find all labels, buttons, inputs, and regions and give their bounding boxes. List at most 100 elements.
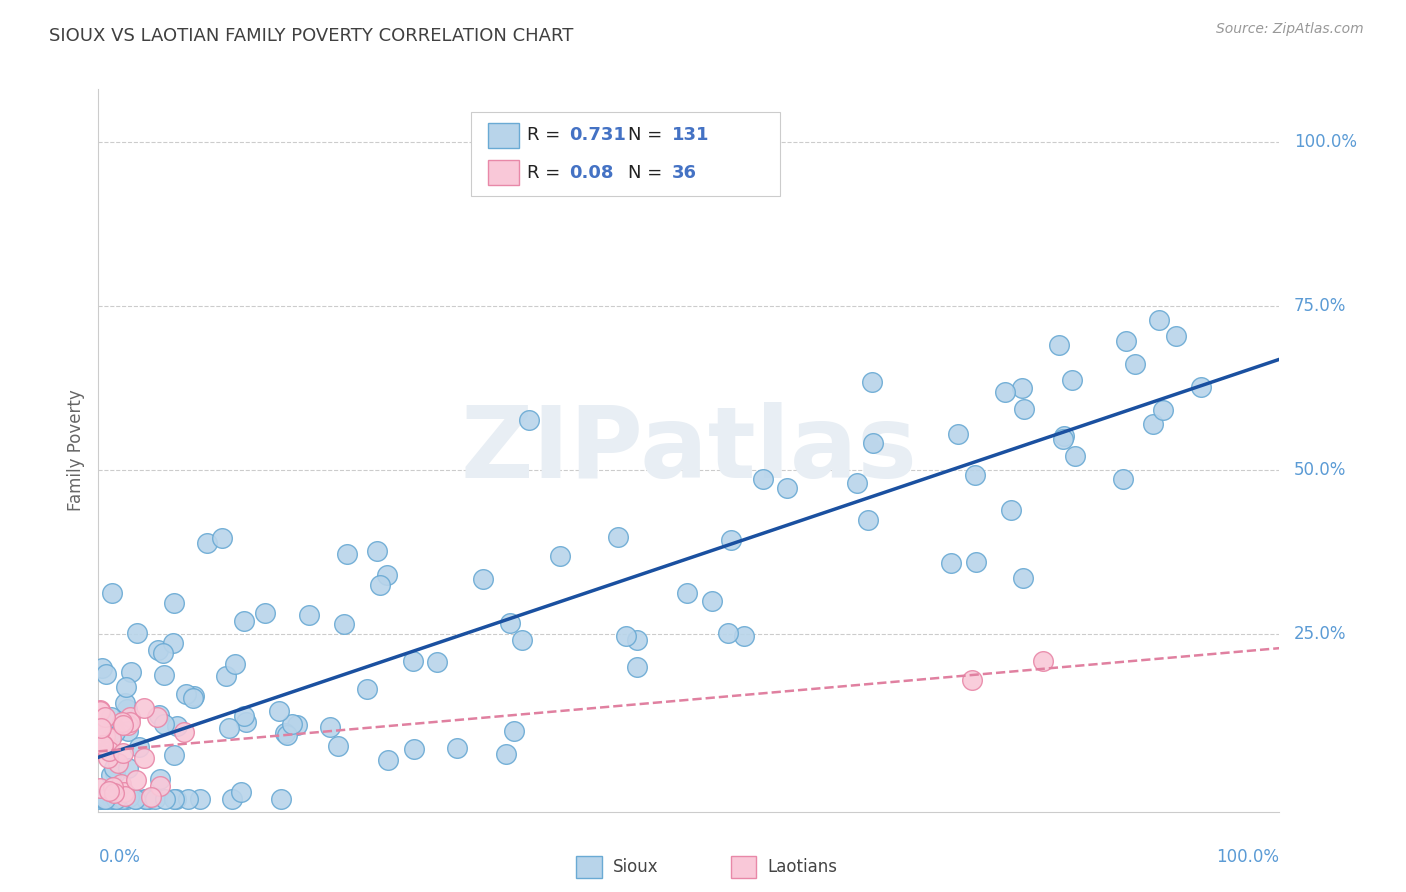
Point — [125, 773, 148, 788]
Point — [112, 785, 135, 799]
Point — [1011, 381, 1033, 395]
Point — [962, 673, 984, 688]
Point — [495, 747, 517, 761]
Point — [285, 718, 308, 732]
Point — [105, 791, 128, 805]
Point — [224, 657, 246, 672]
Point — [939, 556, 962, 570]
Point — [96, 791, 118, 805]
Point — [103, 785, 125, 799]
Point — [166, 719, 188, 733]
Point — [717, 625, 740, 640]
Point — [606, 530, 628, 544]
Point — [91, 738, 114, 752]
Point — [548, 549, 571, 563]
Point — [149, 772, 172, 786]
Text: 131: 131 — [672, 127, 710, 145]
Point — [100, 731, 122, 745]
Point — [128, 740, 150, 755]
Point — [148, 707, 170, 722]
Point — [862, 436, 884, 450]
Point — [1012, 402, 1035, 417]
Point — [733, 630, 755, 644]
Point — [114, 789, 136, 803]
Point — [751, 472, 773, 486]
Point — [89, 780, 111, 795]
Point — [471, 572, 494, 586]
Point — [104, 766, 127, 780]
Point — [152, 646, 174, 660]
Text: 100.0%: 100.0% — [1294, 133, 1357, 151]
Point — [965, 555, 987, 569]
Point — [91, 661, 114, 675]
Point — [994, 385, 1017, 400]
Point — [153, 667, 176, 681]
Text: Laotians: Laotians — [768, 858, 838, 876]
Point — [319, 720, 342, 734]
Text: 36: 36 — [672, 163, 697, 181]
Point — [94, 791, 117, 805]
Point — [111, 746, 134, 760]
Point — [856, 513, 879, 527]
Point — [503, 723, 526, 738]
Point — [253, 606, 276, 620]
Point — [404, 742, 426, 756]
Point — [117, 724, 139, 739]
Point — [1115, 334, 1137, 348]
Point — [127, 626, 149, 640]
Point — [104, 724, 127, 739]
Point — [97, 741, 120, 756]
Point — [366, 544, 388, 558]
Point — [146, 710, 169, 724]
Point — [270, 791, 292, 805]
Point — [91, 722, 114, 736]
Point — [89, 791, 111, 805]
Point — [163, 791, 186, 805]
Point — [860, 375, 883, 389]
Point — [155, 791, 177, 805]
Point — [446, 741, 468, 756]
Point — [125, 791, 148, 805]
Point — [97, 784, 120, 798]
Point — [776, 481, 799, 495]
Point — [328, 739, 350, 754]
Point — [370, 578, 392, 592]
Point — [720, 533, 742, 547]
Point — [98, 726, 121, 740]
Point — [107, 791, 129, 805]
Text: 100.0%: 100.0% — [1216, 847, 1279, 866]
Point — [232, 615, 254, 629]
Point — [117, 761, 139, 775]
Point — [1011, 571, 1033, 585]
Point — [101, 791, 124, 805]
Point — [195, 535, 218, 549]
Point — [101, 586, 124, 600]
Point — [134, 701, 156, 715]
Point — [1062, 373, 1084, 387]
Point — [100, 768, 122, 782]
Point — [94, 710, 117, 724]
Point — [93, 791, 115, 805]
Point — [229, 785, 252, 799]
Point — [1164, 329, 1187, 343]
Point — [163, 747, 186, 762]
Point — [174, 687, 197, 701]
Text: 0.08: 0.08 — [569, 163, 614, 181]
Point — [402, 654, 425, 668]
Point — [112, 791, 135, 805]
Text: N =: N = — [628, 127, 668, 145]
Point — [183, 689, 205, 703]
Point — [1189, 380, 1212, 394]
Point — [93, 791, 115, 805]
Point — [111, 715, 134, 730]
Point — [93, 730, 115, 744]
Point — [104, 791, 127, 805]
Point — [118, 714, 141, 729]
Point — [700, 594, 723, 608]
Point — [1142, 417, 1164, 431]
Point — [235, 714, 257, 729]
Point — [115, 702, 138, 716]
Point — [233, 709, 256, 723]
Point — [626, 632, 648, 647]
Text: ZIPatlas: ZIPatlas — [461, 402, 917, 499]
